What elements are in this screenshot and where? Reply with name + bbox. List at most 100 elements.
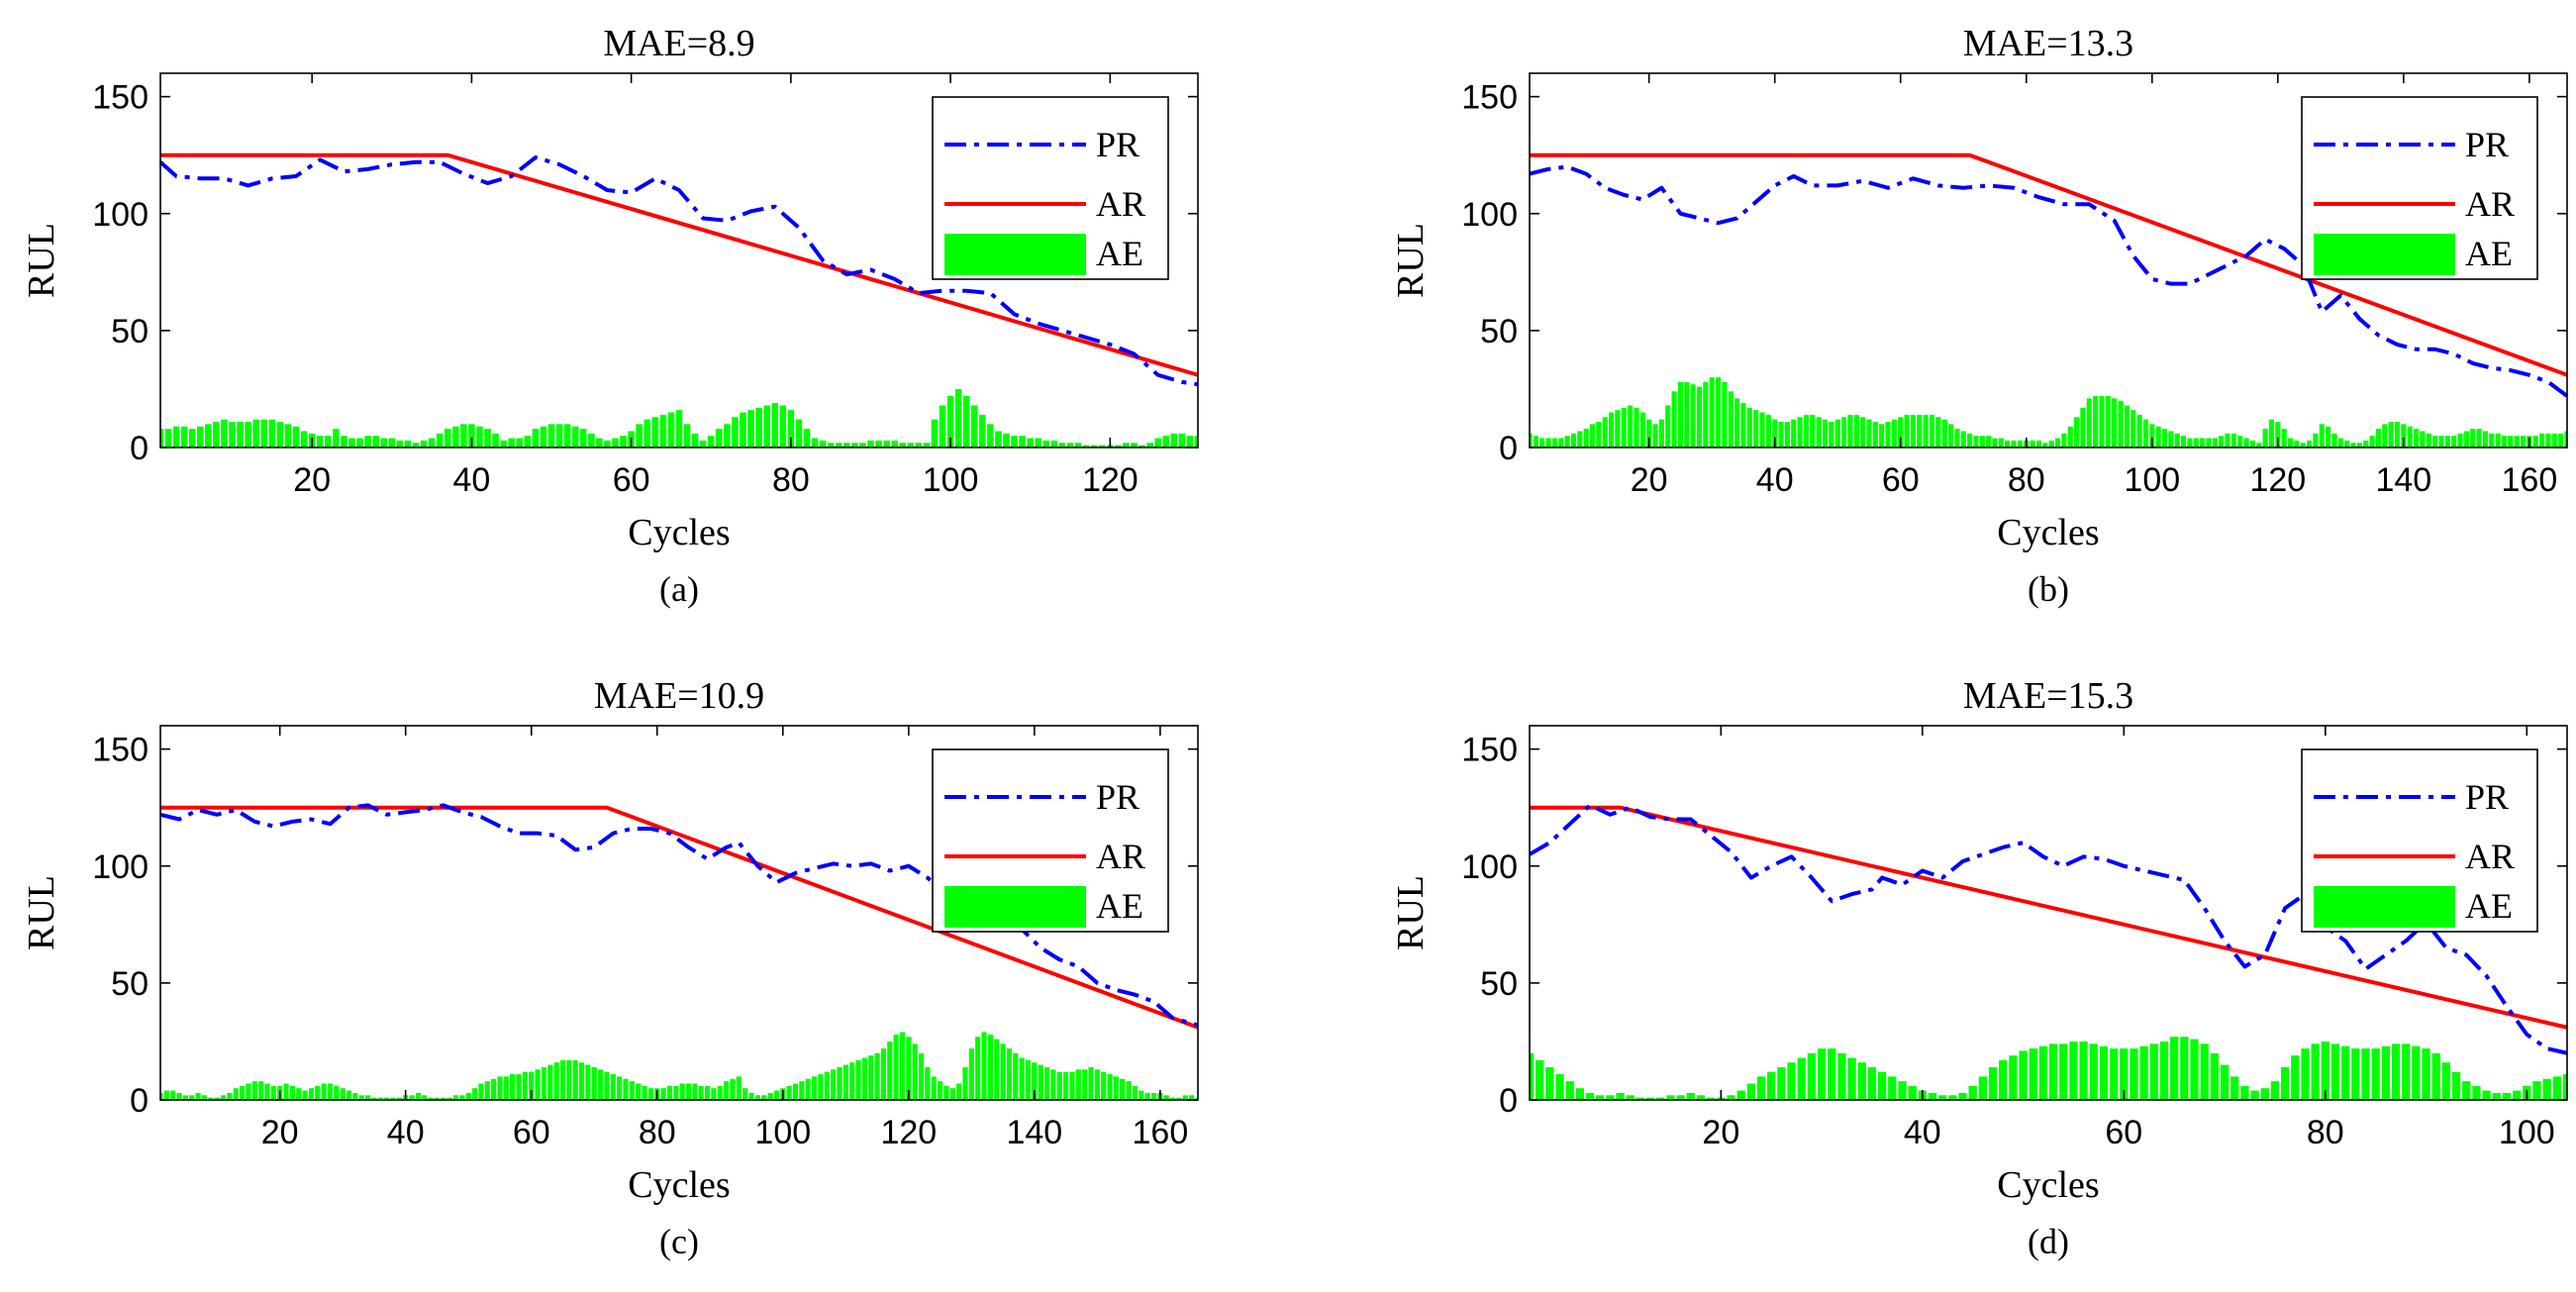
ae-bar bbox=[2350, 443, 2356, 447]
ae-bar bbox=[346, 1090, 352, 1100]
ae-bar bbox=[172, 426, 180, 447]
ae-bar bbox=[1178, 433, 1186, 447]
ae-bar bbox=[2237, 436, 2243, 447]
ae-bar bbox=[284, 424, 292, 448]
ae-bar bbox=[160, 1092, 163, 1100]
ae-bar bbox=[2441, 1062, 2451, 1100]
y-tick-label: 100 bbox=[92, 196, 149, 234]
ae-bar bbox=[227, 1092, 233, 1100]
ae-bar bbox=[578, 1062, 585, 1100]
y-tick-label: 50 bbox=[1480, 313, 1518, 350]
ae-bar bbox=[358, 1095, 364, 1100]
ae-bar bbox=[2079, 1041, 2088, 1100]
ae-bar bbox=[2061, 433, 2067, 447]
ae-bar bbox=[1797, 1057, 1806, 1100]
ae-bar bbox=[2206, 438, 2212, 447]
ae-bar bbox=[1645, 1097, 1655, 1100]
ae-bar bbox=[891, 440, 898, 447]
ae-bar bbox=[2489, 433, 2495, 447]
ae-bar bbox=[2030, 440, 2035, 447]
ae-bar bbox=[2413, 429, 2420, 447]
legend-pr-label: PR bbox=[1096, 777, 1139, 817]
ae-bar bbox=[799, 1081, 805, 1100]
ae-bar bbox=[258, 1081, 264, 1100]
ae-bar bbox=[683, 424, 691, 448]
legend: PR AR AE bbox=[2301, 96, 2538, 280]
ae-bar bbox=[2401, 424, 2407, 448]
ae-bar bbox=[1558, 438, 1564, 447]
ae-bar bbox=[1998, 438, 2004, 447]
ae-bar bbox=[1828, 1048, 1836, 1100]
ae-bar bbox=[2319, 424, 2325, 448]
ae-bar bbox=[861, 1057, 867, 1100]
ae-bar bbox=[692, 1083, 698, 1100]
x-tick-label: 40 bbox=[1756, 461, 1794, 499]
ae-bar bbox=[1923, 414, 1929, 447]
ae-bar bbox=[2019, 1050, 2028, 1100]
ae-bar bbox=[1626, 1095, 1635, 1100]
ae-bar bbox=[1734, 398, 1740, 447]
ae-bar bbox=[1968, 1085, 1977, 1100]
ae-bar bbox=[2080, 407, 2086, 447]
ae-bar bbox=[971, 405, 978, 447]
ae-bar bbox=[214, 1097, 220, 1100]
ae-bar bbox=[596, 438, 603, 447]
ae-bar bbox=[786, 1085, 792, 1100]
ae-bar bbox=[377, 1097, 383, 1100]
ae-bar bbox=[1847, 414, 1853, 447]
ae-bar bbox=[1043, 1066, 1050, 1100]
ae-bar bbox=[2262, 429, 2268, 447]
ae-bar bbox=[380, 438, 387, 447]
y-tick-label: 100 bbox=[92, 848, 149, 886]
ae-bar bbox=[2514, 436, 2520, 447]
ae-bar bbox=[979, 414, 986, 447]
ae-bar bbox=[2038, 1045, 2048, 1100]
ae-bar bbox=[2136, 414, 2142, 447]
ae-bar bbox=[566, 1059, 572, 1100]
ae-bar bbox=[1063, 1071, 1069, 1100]
ae-bar bbox=[2462, 1081, 2471, 1100]
ae-bar bbox=[1822, 419, 1829, 447]
legend: PR AR AE bbox=[2301, 748, 2538, 933]
x-tick-label: 20 bbox=[1631, 461, 1668, 499]
ae-bar bbox=[2110, 1048, 2119, 1100]
legend-ae-swatch bbox=[944, 234, 1086, 275]
x-tick-label: 80 bbox=[639, 1114, 676, 1151]
ae-bar bbox=[2180, 1037, 2189, 1100]
ae-bar bbox=[2287, 438, 2294, 447]
ae-bar bbox=[1778, 422, 1784, 447]
ae-bar bbox=[1025, 1059, 1032, 1100]
ae-bar bbox=[803, 429, 811, 447]
ae-bar bbox=[316, 436, 324, 447]
ae-bar bbox=[880, 1048, 887, 1100]
ae-bar bbox=[1707, 1097, 1716, 1100]
y-axis-label: RUL bbox=[1390, 223, 1432, 298]
ae-bar bbox=[907, 443, 915, 447]
ae-bar bbox=[1829, 422, 1834, 447]
ae-bar bbox=[441, 1097, 446, 1100]
x-tick-label: 20 bbox=[1702, 1114, 1739, 1151]
ae-bar bbox=[704, 1085, 711, 1100]
ae-bar bbox=[981, 1032, 987, 1100]
ae-bar bbox=[2054, 438, 2061, 447]
ar-line bbox=[1530, 805, 2568, 1030]
ae-bar bbox=[747, 410, 754, 447]
ae-bar bbox=[2281, 429, 2287, 447]
ae-bar bbox=[412, 443, 420, 447]
ae-bar bbox=[2089, 1044, 2098, 1100]
ae-bar bbox=[1113, 1076, 1120, 1101]
ae-bar bbox=[1938, 1095, 1947, 1100]
ae-bar bbox=[831, 1069, 837, 1100]
ae-bar bbox=[1098, 445, 1106, 447]
ae-bar bbox=[1126, 1081, 1132, 1100]
x-tick-label: 140 bbox=[1006, 1114, 1062, 1151]
ae-bar bbox=[422, 1095, 428, 1100]
ae-bar bbox=[1960, 431, 1966, 447]
axes-frame bbox=[159, 72, 1199, 448]
ae-bar bbox=[1891, 419, 1897, 447]
ae-bar bbox=[779, 405, 787, 447]
ae-bar bbox=[824, 1071, 830, 1100]
ae-bar bbox=[415, 1092, 421, 1100]
ae-bar bbox=[444, 429, 451, 447]
ae-bar bbox=[1677, 381, 1684, 447]
